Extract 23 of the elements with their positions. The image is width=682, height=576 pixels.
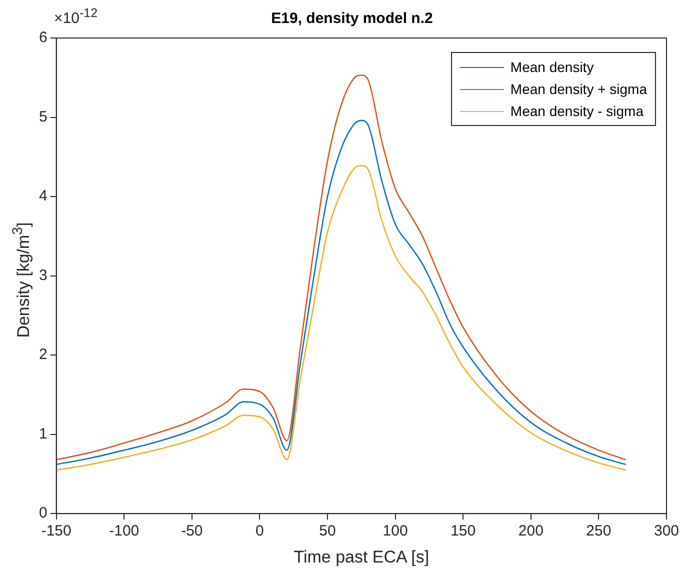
y-tick-label: 0 xyxy=(39,504,48,522)
y-tick-label: 5 xyxy=(39,108,48,126)
x-axis-title: Time past ECA [s] xyxy=(294,547,430,566)
legend-label: Mean density + sigma xyxy=(510,81,647,97)
y-tick-label: 3 xyxy=(39,266,48,284)
x-tick-label: 0 xyxy=(256,522,264,540)
legend-label: Mean density xyxy=(510,59,594,75)
chart-title: E19, density model n.2 xyxy=(271,10,433,28)
text: ×10$^{-12}$ xyxy=(54,6,98,27)
x-tick-label: 200 xyxy=(518,522,544,540)
x-tick-label: -150 xyxy=(41,522,72,540)
legend-label: Mean density - sigma xyxy=(510,103,644,119)
y-tick-label: 4 xyxy=(39,188,48,205)
x-tick-label: 150 xyxy=(450,522,476,540)
x-tick-label: 50 xyxy=(319,522,336,540)
x-tick-label: 100 xyxy=(382,522,408,540)
y-tick-label: 1 xyxy=(39,425,48,442)
x-tick-label: -50 xyxy=(181,522,203,540)
x-tick-label: 300 xyxy=(654,522,679,540)
x-tick-label: 250 xyxy=(586,522,612,540)
y-tick-label: 2 xyxy=(39,346,48,364)
x-tick-label: -100 xyxy=(109,522,140,540)
y-tick-label: 6 xyxy=(39,29,48,46)
